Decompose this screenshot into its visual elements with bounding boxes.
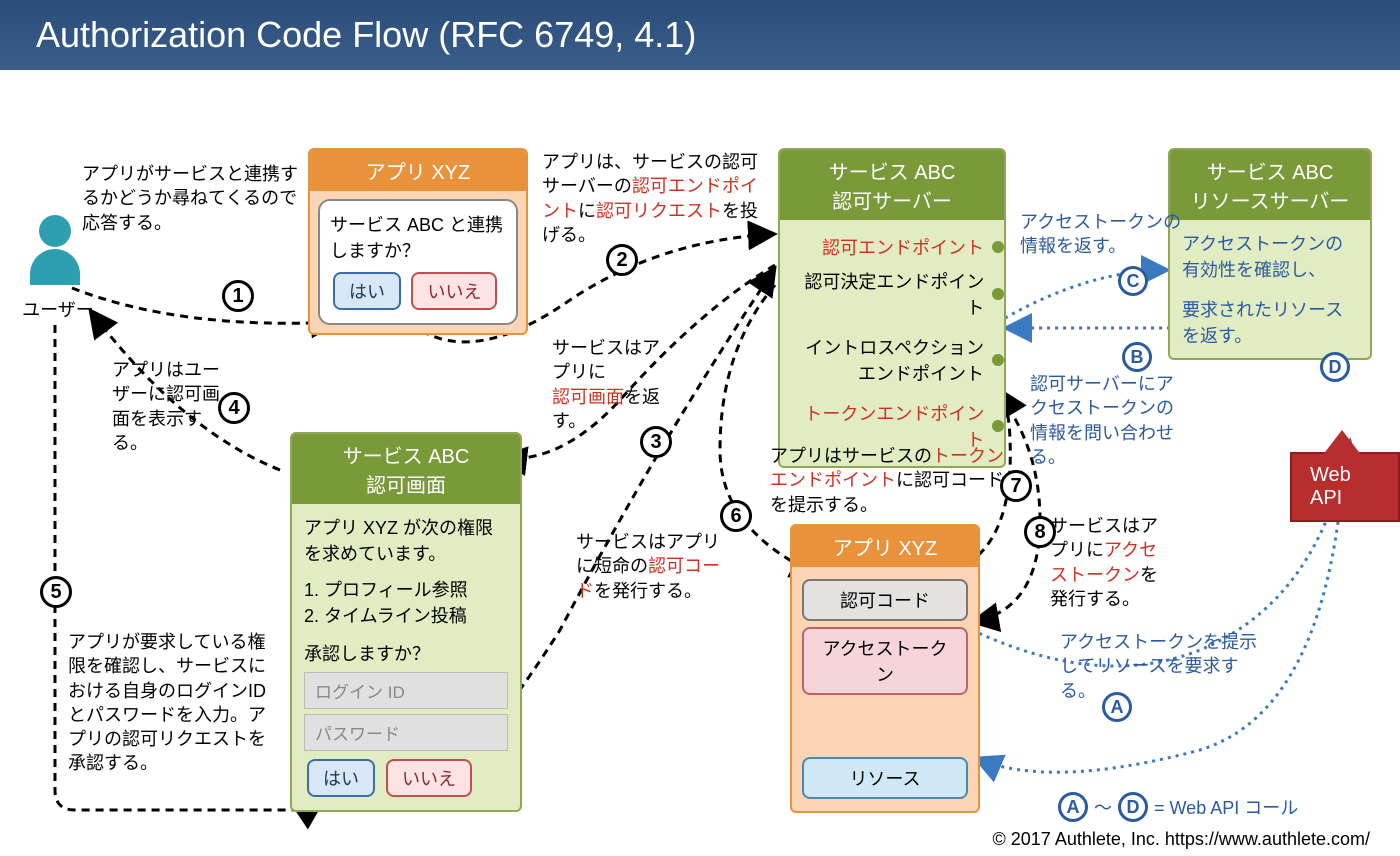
app-xyz-title: アプリ XYZ xyxy=(310,150,526,191)
pill-token: アクセストークン xyxy=(802,627,968,695)
auth-screen: サービス ABC認可画面 アプリ XYZ が次の権限を求めています。 1. プロ… xyxy=(290,432,522,812)
note-8: サービスはアプリにアクセストークンを発行する。 xyxy=(1050,514,1170,611)
note-1: アプリがサービスと連携するかどうか尋ねてくるので応答する。 xyxy=(82,162,302,235)
resource-server: サービス ABCリソースサーバー アクセストークンの有効性を確認し、 要求された… xyxy=(1168,148,1372,360)
auth-perm2: 2. タイムライン投稿 xyxy=(304,602,508,628)
auth-confirm: 承認しますか？ xyxy=(304,640,508,666)
note-7: アプリはサービスのトークンエンドポイントに認可コードを提示する。 xyxy=(770,444,1010,517)
pill-authcode: 認可コード xyxy=(802,579,968,621)
note-C: アクセストークンの情報を返す。 xyxy=(1020,210,1190,259)
step-1: 1 xyxy=(222,280,254,312)
rs-line2: 要求されたリソースを返す。 xyxy=(1182,296,1358,348)
api-B: B xyxy=(1122,342,1152,372)
api-D: D xyxy=(1320,352,1350,382)
note-2: アプリは、サービスの認可サーバーの認可エンドポイントに認可リクエストを投げる。 xyxy=(542,150,774,247)
password-input[interactable]: パスワード xyxy=(304,714,508,751)
note-B: 認可サーバーにアクセストークンの情報を問い合わせる。 xyxy=(1030,372,1190,469)
note-6: サービスはアプリに短命の認可コードを発行する。 xyxy=(576,530,726,603)
auth-perm1: 1. プロフィール参照 xyxy=(304,576,508,602)
webapi-callout: Web API xyxy=(1290,452,1400,522)
user-icon xyxy=(30,215,80,285)
app-xyz-2: アプリ XYZ 認可コード アクセストークン リソース xyxy=(790,524,980,813)
btn-no-2[interactable]: いいえ xyxy=(386,759,472,797)
auth-screen-title: サービス ABC認可画面 xyxy=(292,434,520,504)
ep-introspection: イントロスペクションエンドポイント xyxy=(805,334,984,386)
api-C: C xyxy=(1118,266,1148,296)
footer: © 2017 Authlete, Inc. https://www.authle… xyxy=(993,829,1370,850)
btn-yes-1[interactable]: はい xyxy=(333,272,401,310)
step-5: 5 xyxy=(40,576,72,608)
user-label: ユーザー xyxy=(8,296,108,322)
app-dialog-text: サービス ABC と連携しますか？ xyxy=(330,211,506,263)
btn-no-1[interactable]: いいえ xyxy=(411,272,497,310)
app-xyz-2-title: アプリ XYZ xyxy=(792,526,978,567)
page-title: Authorization Code Flow (RFC 6749, 4.1) xyxy=(0,0,1400,70)
note-3: サービスはアプリに認可画面を返す。 xyxy=(552,336,672,433)
webapi-label: Web API xyxy=(1290,452,1400,522)
note-5: アプリが要求している権限を確認し、サービスにおける自身のログインIDとパスワード… xyxy=(68,630,278,776)
login-id-input[interactable]: ログイン ID xyxy=(304,672,508,709)
note-A: アクセストークンを提示してリソースを要求する。 xyxy=(1060,630,1260,703)
diagram-canvas: ユーザー アプリ XYZ サービス ABC と連携しますか？ はい いいえ サー… xyxy=(0,70,1400,850)
step-2: 2 xyxy=(606,244,638,276)
pill-resource: リソース xyxy=(802,757,968,799)
legend: A〜D = Web API コール xyxy=(1058,792,1298,822)
note-4: アプリはユーザーに認可画面を表示する。 xyxy=(112,358,232,455)
btn-yes-2[interactable]: はい xyxy=(307,759,375,797)
resource-server-title: サービス ABCリソースサーバー xyxy=(1170,150,1370,220)
app-xyz-dialog: アプリ XYZ サービス ABC と連携しますか？ はい いいえ xyxy=(308,148,528,335)
step-6: 6 xyxy=(720,500,752,532)
rs-line1: アクセストークンの有効性を確認し、 xyxy=(1182,230,1358,282)
ep-decision: 認可決定エンドポイント xyxy=(792,268,984,320)
auth-intro: アプリ XYZ が次の権限を求めています。 xyxy=(304,514,508,566)
auth-server: サービス ABC認可サーバー 認可エンドポイント 認可決定エンドポイント イント… xyxy=(778,148,1006,468)
auth-server-title: サービス ABC認可サーバー xyxy=(780,150,1004,220)
ep-auth: 認可エンドポイント xyxy=(822,234,984,260)
